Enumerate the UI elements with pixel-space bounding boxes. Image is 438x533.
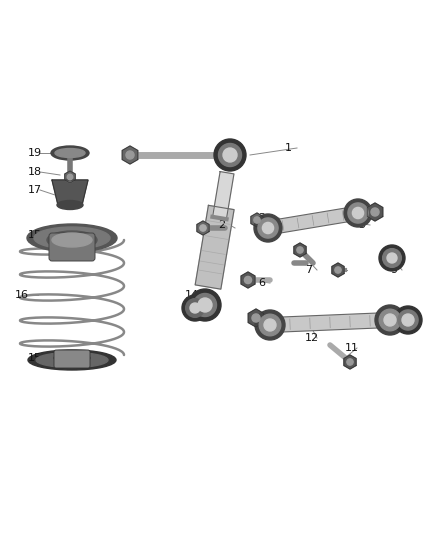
Polygon shape [367, 203, 383, 221]
Circle shape [262, 222, 274, 233]
Circle shape [258, 218, 278, 238]
Text: 17: 17 [28, 185, 42, 195]
Text: 19: 19 [28, 148, 42, 158]
Ellipse shape [51, 146, 89, 160]
Text: 15: 15 [28, 230, 42, 240]
Circle shape [254, 217, 260, 223]
Polygon shape [122, 146, 138, 164]
Circle shape [189, 289, 221, 321]
Ellipse shape [54, 353, 90, 363]
Circle shape [398, 310, 418, 330]
Ellipse shape [52, 233, 92, 247]
Text: 1: 1 [285, 143, 292, 153]
Circle shape [214, 139, 246, 171]
Text: 15: 15 [28, 353, 42, 363]
Text: 18: 18 [28, 167, 42, 177]
Polygon shape [212, 172, 234, 219]
Circle shape [348, 203, 368, 223]
Polygon shape [65, 171, 75, 183]
Polygon shape [52, 180, 88, 205]
Circle shape [182, 295, 208, 321]
Ellipse shape [57, 200, 83, 209]
Circle shape [244, 277, 251, 284]
Circle shape [394, 306, 422, 334]
Text: 13: 13 [258, 315, 272, 325]
Circle shape [67, 174, 73, 180]
Circle shape [353, 207, 364, 219]
Polygon shape [248, 309, 264, 327]
Text: 14: 14 [185, 290, 199, 300]
Polygon shape [241, 272, 255, 288]
Circle shape [194, 294, 216, 317]
Circle shape [223, 148, 237, 162]
Polygon shape [344, 355, 356, 369]
Circle shape [126, 151, 134, 159]
Circle shape [402, 314, 414, 326]
Polygon shape [270, 312, 390, 333]
Text: 6: 6 [258, 278, 265, 288]
Text: 9: 9 [390, 265, 397, 275]
Text: 12: 12 [305, 333, 319, 343]
Ellipse shape [55, 149, 85, 157]
Ellipse shape [27, 224, 117, 252]
Circle shape [387, 253, 397, 263]
Circle shape [371, 208, 379, 216]
Ellipse shape [34, 227, 110, 249]
Circle shape [219, 143, 241, 166]
Text: 7: 7 [305, 265, 312, 275]
Circle shape [259, 314, 281, 336]
Text: 4: 4 [358, 208, 365, 218]
Circle shape [200, 225, 206, 231]
Text: 8: 8 [335, 265, 342, 275]
Circle shape [379, 309, 401, 331]
Text: 5: 5 [358, 220, 365, 230]
Circle shape [198, 298, 212, 312]
Polygon shape [197, 221, 209, 235]
FancyBboxPatch shape [54, 350, 90, 368]
Polygon shape [251, 213, 263, 227]
Circle shape [347, 359, 353, 365]
Text: 10: 10 [395, 313, 409, 323]
Circle shape [379, 245, 405, 271]
Text: 3: 3 [258, 213, 265, 223]
Circle shape [254, 214, 282, 242]
Text: 16: 16 [15, 290, 29, 300]
Polygon shape [294, 243, 306, 257]
Polygon shape [332, 263, 344, 277]
FancyBboxPatch shape [49, 233, 95, 261]
Ellipse shape [47, 231, 97, 249]
Circle shape [384, 314, 396, 326]
Text: 11: 11 [345, 343, 359, 353]
Circle shape [297, 247, 303, 253]
Circle shape [335, 267, 341, 273]
Polygon shape [195, 205, 234, 289]
Text: 2: 2 [218, 220, 225, 230]
Circle shape [344, 199, 372, 227]
Circle shape [252, 314, 260, 322]
Circle shape [375, 305, 405, 335]
Ellipse shape [28, 350, 116, 370]
Circle shape [255, 310, 285, 340]
Circle shape [264, 319, 276, 331]
Circle shape [186, 298, 205, 317]
Circle shape [190, 303, 200, 313]
Polygon shape [267, 206, 359, 235]
Circle shape [383, 248, 401, 268]
Ellipse shape [36, 352, 108, 367]
